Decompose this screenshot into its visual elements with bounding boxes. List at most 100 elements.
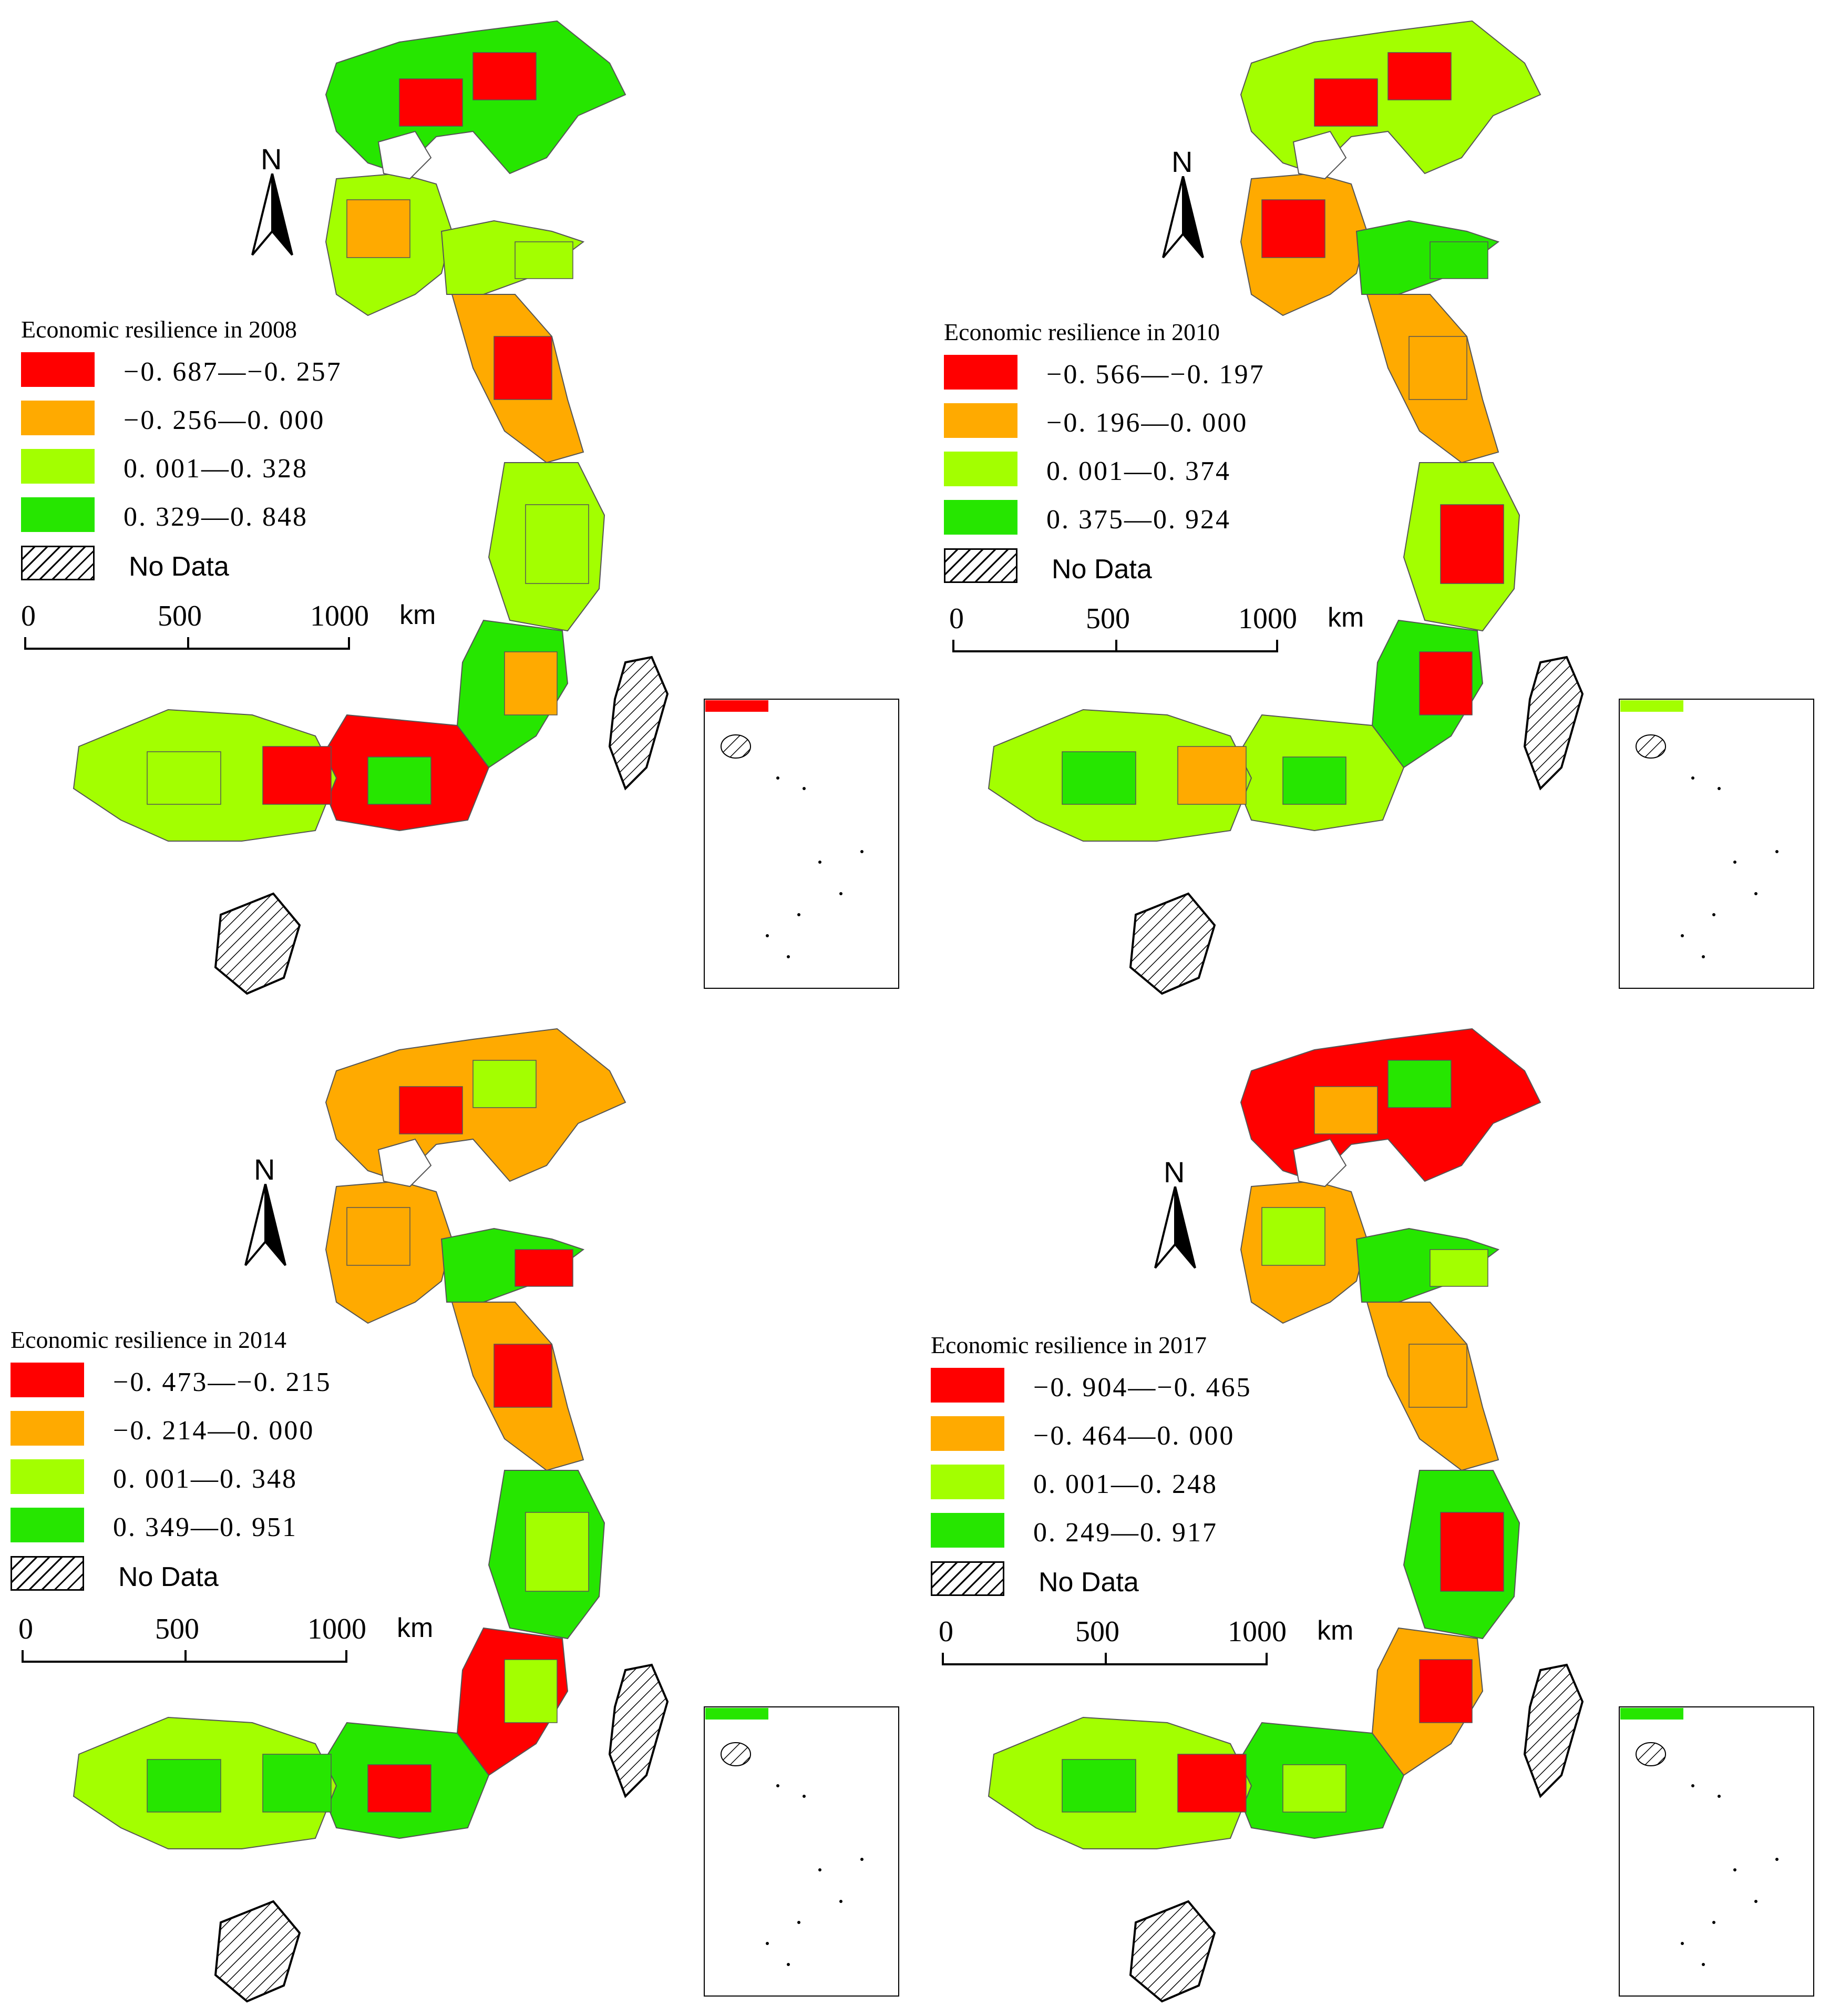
choropleth-2014 xyxy=(73,1028,899,2003)
scale-unit: km xyxy=(399,600,436,630)
sub-region xyxy=(525,1512,589,1592)
sub-region xyxy=(1409,1344,1467,1408)
scale-tick-label: 1000 xyxy=(1228,1615,1287,1648)
sub-region xyxy=(399,78,463,127)
sub-region xyxy=(346,1207,410,1266)
sub-region xyxy=(472,52,537,100)
region-beijing-tianjin xyxy=(377,130,432,180)
north-arrow-icon: N xyxy=(1157,145,1209,260)
legend-range: 0. 329—0. 848 xyxy=(124,502,308,532)
legend-range: −0. 687—−0. 257 xyxy=(124,357,342,387)
legend-swatch-hatch xyxy=(11,1556,84,1591)
legend-swatch xyxy=(944,403,1017,438)
scale-tick-label: 1000 xyxy=(310,600,369,632)
legend-swatch xyxy=(11,1363,84,1397)
legend-no-data-label: No Data xyxy=(129,551,229,582)
scale-bar: 0 500 1000 km xyxy=(18,1612,433,1670)
hainan-no-data xyxy=(214,892,301,995)
taiwan-no-data xyxy=(1523,656,1584,791)
taiwan-no-data xyxy=(608,656,669,791)
sub-region xyxy=(1409,336,1467,400)
sub-region xyxy=(504,651,558,715)
sub-region xyxy=(1430,1249,1488,1287)
scale-tick xyxy=(1105,1653,1107,1665)
choropleth-2017 xyxy=(988,1028,1814,2003)
sub-region xyxy=(494,1344,552,1408)
scale-tick xyxy=(187,637,189,650)
hainan-no-data xyxy=(214,1900,301,2003)
south-china-sea-inset xyxy=(704,699,899,989)
scale-tick-label: 500 xyxy=(1086,602,1130,635)
legend-range: −0. 566—−0. 197 xyxy=(1046,360,1265,390)
sub-region xyxy=(1261,199,1325,258)
north-label: N xyxy=(1164,1155,1185,1189)
north-label: N xyxy=(261,142,282,176)
sub-region xyxy=(515,241,573,279)
scale-tick xyxy=(345,1650,347,1663)
sub-region xyxy=(262,1754,332,1813)
scale-tick xyxy=(24,637,26,650)
sub-region xyxy=(1419,651,1473,715)
legend-title: Economic resilience in 2017 xyxy=(931,1332,1207,1358)
sub-region xyxy=(1261,1207,1325,1266)
scale-bar: 0 500 1000 km xyxy=(939,1615,1353,1673)
sub-region xyxy=(1314,78,1378,127)
north-arrow-icon: N xyxy=(1149,1155,1201,1271)
scale-tick-label: 500 xyxy=(1075,1615,1119,1648)
legend-swatch-hatch xyxy=(931,1561,1004,1596)
legend-range: −0. 196—0. 000 xyxy=(1046,408,1248,438)
scale-tick xyxy=(952,640,954,652)
legend-title: Economic resilience in 2014 xyxy=(11,1326,287,1353)
legend-no-data-label: No Data xyxy=(1052,554,1152,585)
sub-region xyxy=(1440,504,1504,584)
region-beijing-tianjin xyxy=(377,1138,432,1188)
legend-swatch xyxy=(21,352,95,387)
region-beijing-tianjin xyxy=(1292,130,1347,180)
south-china-sea-inset xyxy=(1619,1706,1814,1997)
sub-region xyxy=(1062,1759,1136,1813)
region-beijing-tianjin xyxy=(1292,1138,1347,1188)
sub-region xyxy=(367,756,431,805)
sub-region xyxy=(1430,241,1488,279)
legend-swatch xyxy=(11,1508,84,1542)
legend-range: −0. 464—0. 000 xyxy=(1033,1421,1235,1451)
sub-region xyxy=(147,1759,221,1813)
legend-range: −0. 214—0. 000 xyxy=(113,1416,315,1446)
scale-tick xyxy=(1276,640,1278,652)
scale-tick xyxy=(942,1653,944,1665)
sub-region xyxy=(472,1060,537,1108)
north-label: N xyxy=(1171,145,1193,178)
legend-range: −0. 904—−0. 465 xyxy=(1033,1373,1252,1403)
scale-bar: 0 500 1000 km xyxy=(21,599,436,657)
choropleth-2010 xyxy=(988,20,1814,995)
legend-swatch xyxy=(931,1513,1004,1548)
north-arrow-icon: N xyxy=(239,1152,292,1268)
sub-region xyxy=(504,1659,558,1723)
sub-region xyxy=(399,1086,463,1134)
sub-region xyxy=(1314,1086,1378,1134)
scale-tick xyxy=(1115,640,1117,652)
legend-range: −0. 473—−0. 215 xyxy=(113,1367,332,1397)
sub-region xyxy=(1387,52,1452,100)
legend-range: 0. 375—0. 924 xyxy=(1046,505,1231,535)
legend-swatch xyxy=(21,497,95,532)
sub-region xyxy=(346,199,410,258)
hainan-no-data xyxy=(1129,1900,1216,2003)
legend-title: Economic resilience in 2008 xyxy=(21,316,297,343)
legend-no-data-label: No Data xyxy=(1039,1567,1139,1598)
scale-bar: 0 500 1000 km xyxy=(949,602,1364,660)
scale-tick-label: 500 xyxy=(158,600,202,632)
map-panel-2014: N Economic resilience in 2014 −0. 473—−0. … xyxy=(0,1008,915,2015)
sub-region xyxy=(1419,1659,1473,1723)
sub-region xyxy=(1282,1764,1346,1813)
scale-tick xyxy=(1266,1653,1268,1665)
scale-tick-label: 1000 xyxy=(1238,602,1297,635)
sub-region xyxy=(525,504,589,584)
scale-tick-label: 1000 xyxy=(307,1613,366,1645)
sub-region xyxy=(1062,751,1136,805)
sub-region xyxy=(1282,756,1346,805)
legend-swatch xyxy=(944,355,1017,390)
legend-range: 0. 001—0. 374 xyxy=(1046,456,1231,486)
map-panel-2017: N Economic resilience in 2017 −0. 904—−0. … xyxy=(915,1008,1830,2015)
hainan-no-data xyxy=(1129,892,1216,995)
